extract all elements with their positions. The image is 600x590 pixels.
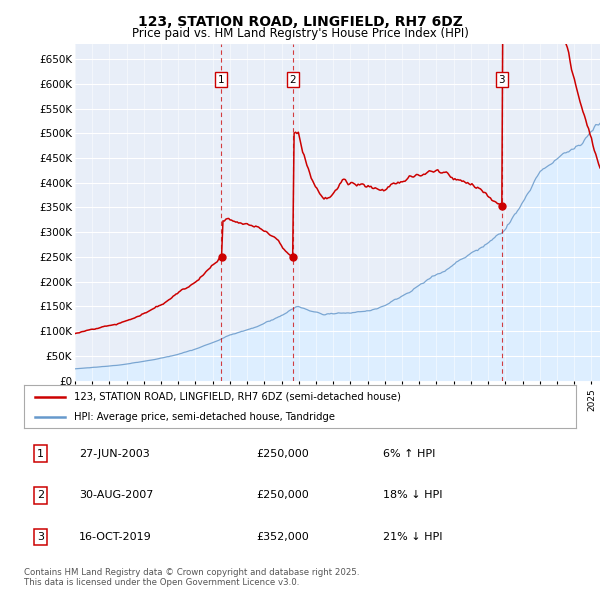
Text: 3: 3	[499, 74, 505, 84]
Text: 2: 2	[290, 74, 296, 84]
Text: 21% ↓ HPI: 21% ↓ HPI	[383, 532, 442, 542]
Text: £352,000: £352,000	[256, 532, 308, 542]
Text: 1: 1	[218, 74, 224, 84]
Text: HPI: Average price, semi-detached house, Tandridge: HPI: Average price, semi-detached house,…	[74, 412, 335, 422]
Text: 3: 3	[37, 532, 44, 542]
Text: 123, STATION ROAD, LINGFIELD, RH7 6DZ: 123, STATION ROAD, LINGFIELD, RH7 6DZ	[137, 15, 463, 29]
Text: 2: 2	[37, 490, 44, 500]
Text: Price paid vs. HM Land Registry's House Price Index (HPI): Price paid vs. HM Land Registry's House …	[131, 27, 469, 40]
Text: £250,000: £250,000	[256, 448, 308, 458]
Text: Contains HM Land Registry data © Crown copyright and database right 2025.
This d: Contains HM Land Registry data © Crown c…	[24, 568, 359, 587]
Text: 27-JUN-2003: 27-JUN-2003	[79, 448, 150, 458]
Text: 123, STATION ROAD, LINGFIELD, RH7 6DZ (semi-detached house): 123, STATION ROAD, LINGFIELD, RH7 6DZ (s…	[74, 392, 401, 402]
Text: £250,000: £250,000	[256, 490, 308, 500]
Text: 1: 1	[37, 448, 44, 458]
Text: 30-AUG-2007: 30-AUG-2007	[79, 490, 154, 500]
Text: 16-OCT-2019: 16-OCT-2019	[79, 532, 152, 542]
Text: 6% ↑ HPI: 6% ↑ HPI	[383, 448, 435, 458]
Text: 18% ↓ HPI: 18% ↓ HPI	[383, 490, 442, 500]
